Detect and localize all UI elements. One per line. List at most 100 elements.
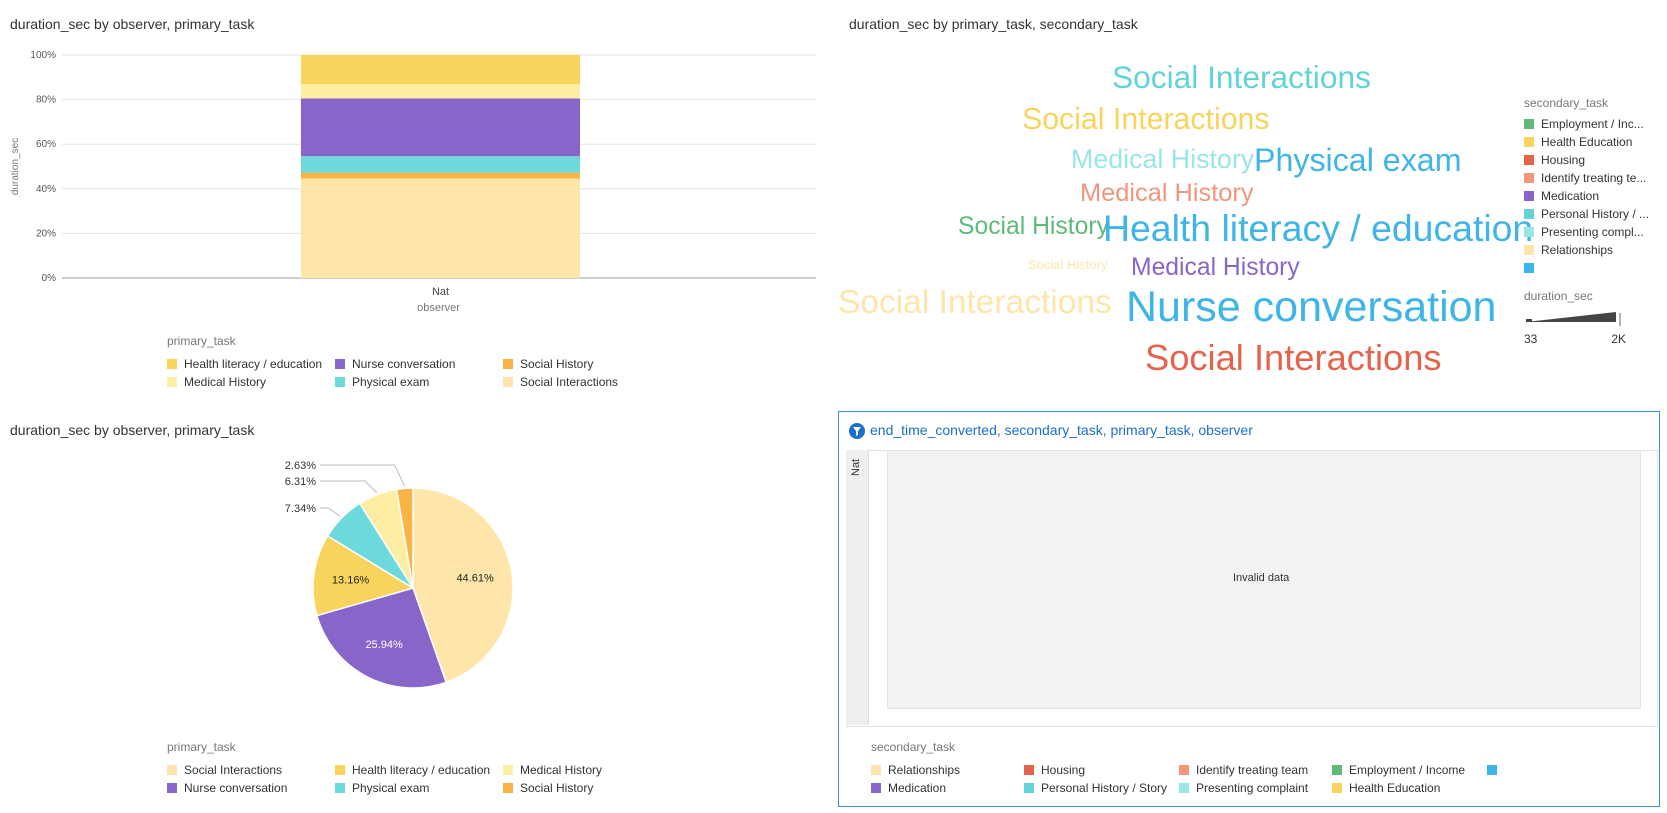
legend-label: Medical History bbox=[520, 762, 603, 777]
pie-data-label: 25.94% bbox=[365, 639, 403, 651]
bar-segment-nurse-conversation bbox=[301, 98, 580, 157]
wordcloud-word[interactable]: Medical History bbox=[1131, 254, 1300, 281]
legend-label: Nurse conversation bbox=[352, 356, 456, 371]
bar-legend-item[interactable]: Social Interactions bbox=[503, 374, 623, 389]
wordcloud-word[interactable]: Social History bbox=[958, 213, 1109, 240]
table-legend-item[interactable]: Housing bbox=[1024, 762, 1179, 777]
legend-label: Social History bbox=[520, 356, 594, 371]
wordcloud-legend-item[interactable]: Housing bbox=[1524, 152, 1654, 167]
table-legend-item[interactable]: Health Education bbox=[1332, 780, 1487, 795]
legend-label: Health literacy / education bbox=[184, 356, 323, 371]
pie-leader-line bbox=[320, 480, 378, 494]
table-legend-item[interactable]: Relationships bbox=[871, 762, 1024, 777]
pie-chart-title: duration_sec by observer, primary_task bbox=[10, 422, 255, 438]
wordcloud-word[interactable]: Social Interactions bbox=[838, 284, 1112, 321]
legend-swatch bbox=[167, 358, 177, 369]
legend-swatch bbox=[503, 764, 513, 775]
wordcloud-legend-item[interactable]: Medication bbox=[1524, 188, 1654, 203]
legend-label: Social Interactions bbox=[184, 762, 283, 777]
bar-segment-physical-exam bbox=[301, 156, 580, 173]
wordcloud-legend-item[interactable] bbox=[1524, 260, 1654, 275]
legend-swatch bbox=[1524, 208, 1534, 219]
pie-legend-item[interactable]: Social History bbox=[503, 780, 623, 795]
legend-swatch bbox=[1332, 782, 1342, 793]
legend-swatch bbox=[1024, 764, 1034, 775]
wordcloud-legend-item[interactable]: Employment / Inc... bbox=[1524, 116, 1654, 131]
table-title[interactable]: end_time_converted, secondary_task, prim… bbox=[870, 422, 1253, 438]
pie-data-label: 13.16% bbox=[332, 575, 370, 587]
wordcloud-word[interactable]: Social Interactions bbox=[1022, 103, 1270, 136]
pie-slice-health-literacy-education bbox=[312, 534, 415, 617]
table-legend-item[interactable]: Medication bbox=[871, 780, 1024, 795]
legend-swatch bbox=[167, 764, 177, 775]
y-tick-label: 100% bbox=[30, 50, 56, 61]
bar-legend-item[interactable]: Health literacy / education bbox=[167, 356, 335, 371]
bar-legend-item[interactable]: Medical History bbox=[167, 374, 335, 389]
wordcloud-legend-item[interactable]: Personal History / ... bbox=[1524, 206, 1654, 221]
pie-legend-item[interactable]: Nurse conversation bbox=[167, 780, 335, 795]
wordcloud-word[interactable]: Medical History bbox=[1080, 179, 1254, 207]
bar-legend-item[interactable]: Nurse conversation bbox=[335, 356, 503, 371]
pie-legend-item[interactable]: Physical exam bbox=[335, 780, 503, 795]
legend-swatch bbox=[1024, 782, 1034, 793]
y-tick-label: 40% bbox=[36, 184, 56, 195]
legend-swatch bbox=[871, 782, 881, 793]
legend-label: Employment / Income bbox=[1349, 762, 1466, 777]
pie-data-label: 7.34% bbox=[285, 503, 316, 515]
wordcloud-word[interactable]: Social History bbox=[1028, 257, 1108, 272]
legend-swatch bbox=[503, 376, 513, 387]
table-legend-item[interactable]: Personal History / Story bbox=[1024, 780, 1179, 795]
filter-icon[interactable] bbox=[849, 423, 865, 439]
bar-chart-legend: primary_task Health literacy / education… bbox=[167, 334, 623, 389]
pie-data-label: 6.31% bbox=[285, 476, 316, 488]
legend-label: Social History bbox=[520, 780, 594, 795]
facet-strip bbox=[846, 450, 869, 725]
legend-label: Personal History / ... bbox=[1541, 206, 1650, 221]
pie-legend-item[interactable]: Medical History bbox=[503, 762, 623, 777]
legend-label: Personal History / Story bbox=[1041, 780, 1168, 795]
legend-label: Medical History bbox=[184, 374, 267, 389]
size-legend-min: 33 bbox=[1524, 332, 1538, 346]
size-legend-max: 2K bbox=[1611, 332, 1626, 346]
table-legend-item[interactable] bbox=[1487, 762, 1517, 777]
bar-legend-item[interactable]: Physical exam bbox=[335, 374, 503, 389]
wordcloud-word[interactable]: Medical History bbox=[1071, 144, 1255, 174]
pie-legend-item[interactable]: Social Interactions bbox=[167, 762, 335, 777]
pie-chart-legend: primary_task Social Interactions Health l… bbox=[167, 740, 623, 795]
pie-legend-item[interactable]: Health literacy / education bbox=[335, 762, 503, 777]
legend-swatch bbox=[1524, 136, 1534, 147]
bar-chart-title: duration_sec by observer, primary_task bbox=[10, 16, 255, 32]
legend-swatch bbox=[1524, 226, 1534, 237]
wordcloud-legend-item[interactable]: Relationships bbox=[1524, 242, 1654, 257]
wordcloud-word[interactable]: Social Interactions bbox=[1112, 59, 1371, 95]
legend-label: Medication bbox=[888, 780, 947, 795]
wordcloud-word[interactable]: Nurse conversation bbox=[1126, 283, 1497, 331]
bar-segment-social-history bbox=[301, 172, 580, 179]
wordcloud-word[interactable]: Social Interactions bbox=[1145, 337, 1442, 378]
size-legend-title: duration_sec bbox=[1524, 289, 1593, 303]
legend-swatch bbox=[335, 782, 345, 793]
legend-swatch bbox=[1487, 764, 1497, 775]
facet-label: Nat bbox=[850, 458, 862, 476]
table-legend-item[interactable]: Identify treating team bbox=[1179, 762, 1332, 777]
legend-swatch bbox=[503, 782, 513, 793]
bar-segment-medical-history bbox=[301, 84, 580, 99]
bar-legend-item[interactable]: Social History bbox=[503, 356, 623, 371]
legend-label: Physical exam bbox=[352, 780, 430, 795]
selected-panel-frame[interactable] bbox=[838, 411, 1660, 807]
wordcloud-legend-item[interactable]: Identify treating te... bbox=[1524, 170, 1654, 185]
wordcloud-legend: secondary_task Employment / Inc... Health… bbox=[1524, 96, 1654, 346]
pie-data-label: 44.61% bbox=[456, 572, 494, 584]
table-legend: secondary_task Relationships Housing Ident… bbox=[871, 740, 1517, 795]
table-legend-item[interactable]: Presenting complaint bbox=[1179, 780, 1332, 795]
wordcloud-legend-item[interactable]: Health Education bbox=[1524, 134, 1654, 149]
legend-label: Identify treating team bbox=[1196, 762, 1309, 777]
legend-swatch bbox=[1524, 190, 1534, 201]
wordcloud-legend-item[interactable]: Presenting compl... bbox=[1524, 224, 1654, 239]
wordcloud-word[interactable]: Health literacy / education bbox=[1103, 207, 1534, 249]
y-tick-label: 80% bbox=[36, 95, 56, 106]
legend-label: Presenting complaint bbox=[1196, 780, 1309, 795]
legend-swatch bbox=[335, 358, 345, 369]
table-legend-item[interactable]: Employment / Income bbox=[1332, 762, 1487, 777]
wordcloud-word[interactable]: Physical exam bbox=[1254, 142, 1462, 178]
